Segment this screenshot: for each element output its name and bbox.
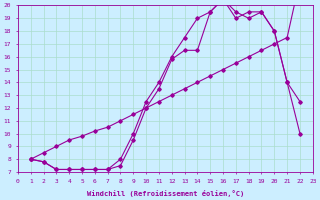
X-axis label: Windchill (Refroidissement éolien,°C): Windchill (Refroidissement éolien,°C) [87, 190, 244, 197]
